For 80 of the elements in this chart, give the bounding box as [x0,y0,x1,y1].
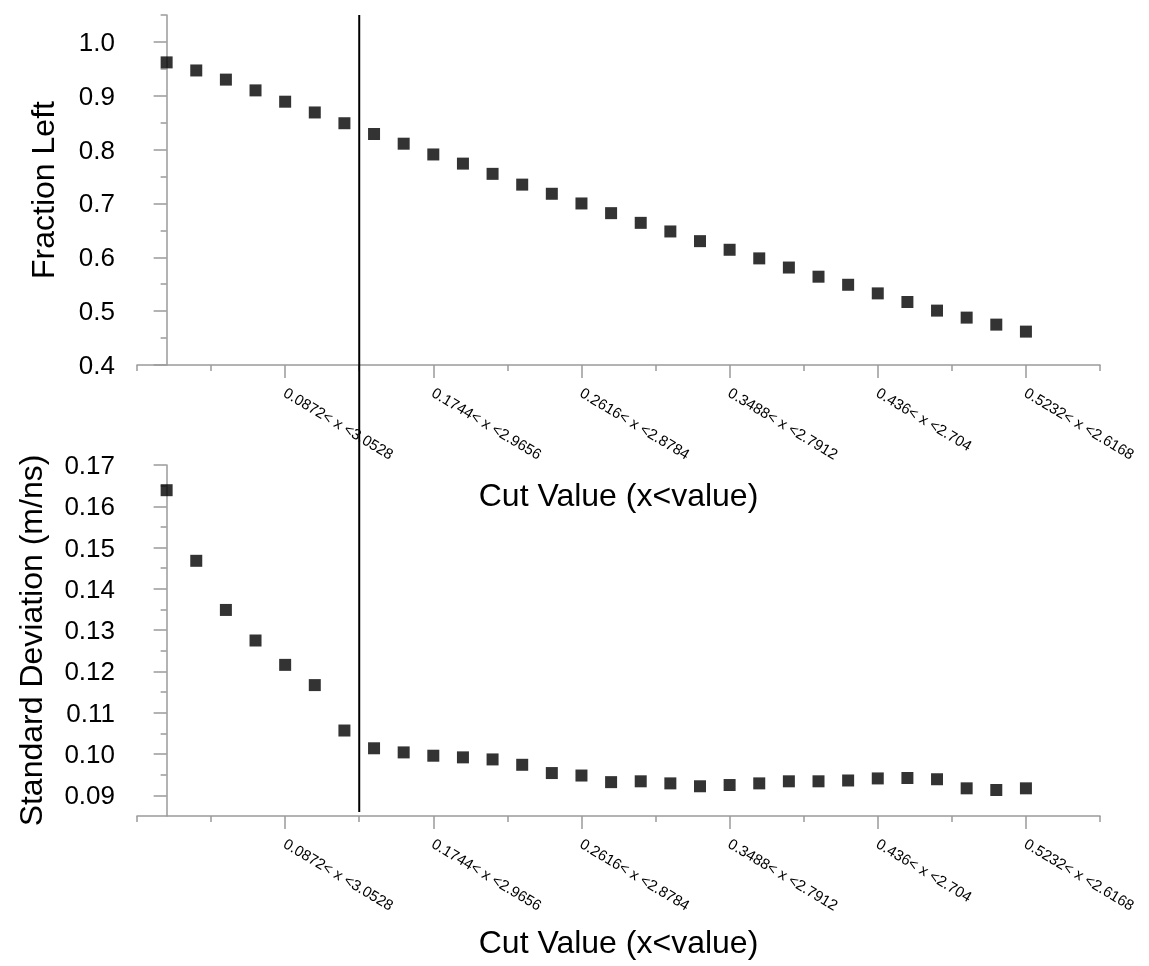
point [634,775,647,788]
point [160,484,173,497]
point [753,777,766,790]
point [368,128,381,140]
point [634,216,647,229]
y-tick-label: 0.13 [64,615,115,646]
point [368,742,381,755]
point [516,758,529,771]
point [249,84,262,97]
point [812,775,825,788]
point [279,658,292,671]
point [219,73,232,86]
point [990,783,1003,796]
point [308,679,321,692]
point [842,774,855,787]
point [249,634,262,647]
y-axis-title: Standard Deviation (m/ns) [13,454,49,827]
point [427,148,440,161]
point [308,106,321,119]
point [871,772,884,785]
point [753,252,766,265]
point [960,782,973,795]
point [516,178,529,191]
point [990,318,1003,331]
point [664,225,677,238]
y-tick-label: 1.0 [78,26,115,57]
point [219,603,232,616]
point [545,187,558,200]
point [605,776,618,789]
point [782,261,795,274]
point [1019,325,1032,338]
point [842,278,855,291]
y-tick-label: 0.8 [78,134,115,165]
point [456,157,469,170]
point [871,287,884,300]
y-tick-label: 0.12 [64,656,115,687]
point [960,311,973,324]
y-tick-label: 0.14 [64,573,115,604]
point [397,746,410,759]
point [605,207,618,220]
point [782,775,795,788]
point [812,270,825,283]
point [545,767,558,780]
point [931,304,944,317]
point [693,780,706,793]
point [279,95,292,108]
x-axis-title: Cut Value (x<value) [478,477,759,513]
y-tick-label: 0.6 [78,242,115,273]
x-axis-title: Cut Value (x<value) [478,924,759,960]
point [693,235,706,248]
point [1019,782,1032,795]
point [486,167,499,180]
point [723,243,736,256]
point [901,772,914,785]
point [575,197,588,210]
point [664,777,677,790]
y-tick-label: 0.17 [64,450,115,480]
y-tick-label: 0.10 [64,739,115,770]
point [456,751,469,764]
point [338,724,351,737]
point [397,137,410,150]
point [190,554,203,567]
point [338,117,351,130]
y-tick-label: 0.4 [78,350,115,380]
point [190,64,203,77]
y-tick-label: 0.7 [78,188,115,219]
point [723,779,736,792]
y-tick-label: 0.09 [64,780,115,811]
point [575,769,588,782]
y-tick-label: 0.5 [78,296,115,327]
point [160,56,173,69]
y-tick-label: 0.16 [64,491,115,522]
y-tick-label: 0.15 [64,532,115,563]
point [931,773,944,786]
point [427,749,440,762]
point [486,753,499,766]
point [901,296,914,308]
y-tick-label: 0.11 [66,697,115,728]
y-axis-title: Fraction Left [25,100,61,279]
y-tick-label: 0.9 [78,80,115,111]
